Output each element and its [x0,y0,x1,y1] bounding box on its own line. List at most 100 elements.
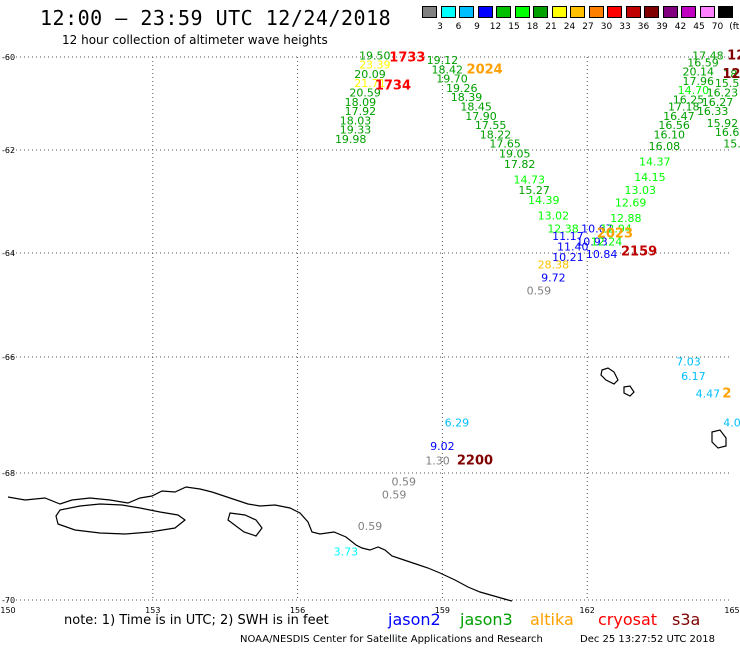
wave-height-value: 0.59 [392,476,417,489]
y-tick-label: -70 [2,596,15,605]
wave-height-value: 10.67 [581,222,613,235]
wave-height-value: 9.02 [430,440,455,453]
pass-time-label: 2024 [467,62,503,77]
x-tick-label: 156 [290,606,305,615]
pass-time-label: 2200 [457,453,493,468]
x-tick-label: 162 [580,606,595,615]
wave-height-value: 16.56 [658,119,690,132]
scale-swatch [625,6,641,18]
legend-sat-altika: altika [530,610,574,629]
scale-label: 21 [545,22,557,32]
scale-label: 15 [508,22,520,32]
wave-height-value: 16.59 [687,56,719,69]
wave-height-value: 14.73 [514,173,546,186]
wave-height-value: 17.55 [475,119,507,132]
y-tick-label: -68 [2,469,15,478]
wave-height-value: 12.38 [547,222,579,235]
wave-height-value: 10.93 [576,235,608,248]
scale-swatch [607,6,622,18]
scale-label: 3 [437,22,443,32]
wave-height-value: 20.14 [682,66,714,79]
wave-height-value: 17.96 [682,75,714,88]
page-subtitle: 12 hour collection of altimeter wave hei… [62,33,328,47]
wave-height-value: 18.42 [431,63,463,76]
island-small-2 [623,385,635,397]
wave-height-value: 0.59 [358,520,383,533]
wave-height-value: 18.09 [345,96,377,109]
wave-height-value: 19.50 [359,49,391,62]
wave-height-value: 28.38 [538,259,570,272]
scale-label: (ft) [729,22,740,32]
wave-height-value: 19.12 [427,54,459,67]
wave-height-value: 17.92 [345,105,377,118]
grid-lines [8,56,732,601]
wave-height-value: 0.59 [527,285,552,298]
island-small-1 [600,367,619,385]
wave-height-value: 16.23 [707,87,739,100]
wave-height-value: 15. [723,138,740,151]
wave-height-value: 19.98 [335,133,367,146]
wave-height-value: 16.27 [702,96,734,109]
page-title: 12:00 – 23:59 UTC 12/24/2018 [40,6,392,30]
wave-height-value: 19.70 [436,73,468,86]
wave-height-value: 17.18 [668,100,700,113]
scale-swatch [662,6,678,18]
island-east [227,512,263,537]
pass-time-labels: 1733 1734 2024 2023 2159 1208 1207 2200 2 [375,48,740,468]
wave-height-value: 18.03 [340,114,372,127]
wave-height-value: 7.03 [676,356,701,369]
pass-time-label: 1733 [389,51,425,66]
wave-height-value: 12.88 [610,212,642,225]
wave-height-value: 4.0 [723,417,740,430]
scale-swatch [459,6,474,18]
wave-height-value: 15.5 [715,77,740,90]
scale-label: 36 [637,22,650,32]
footer-credit: NOAA/NESDIS Center for Satellite Applica… [240,634,543,645]
scale-swatch [644,6,659,18]
y-tick-label: -66 [2,353,15,362]
wave-height-value: 6.29 [445,417,470,430]
y-tick-label: -60 [2,53,15,62]
wave-height-value: 11.17 [552,230,584,243]
x-tick-label: 153 [145,606,160,615]
wave-height-value: 17.90 [465,110,497,123]
tick-labels: 150 153 156 159 162 165 -60 -62 -64 -66 -68 -70 [0,53,739,615]
wave-height-value: 6.17 [681,370,706,383]
legend-sat-jason2: jason2 [388,610,441,629]
island-peninsula [55,503,186,535]
wave-height-value: 12.94 [600,222,632,235]
wave-height-value: 18.45 [460,100,492,113]
wave-height-value: 16.6 [715,126,740,139]
wave-height-value: 1.30 [425,454,450,467]
wave-height-value: 20.09 [354,68,386,81]
scale-swatch [514,6,530,18]
wave-height-value: 11.40 [557,240,589,253]
wave-height-value: 16.25 [673,94,705,107]
wave-height-value: 16.08 [649,140,681,153]
scale-label: 27 [582,22,594,32]
pass-time-label: 1208 [727,48,740,63]
wave-height-value: 14.15 [634,171,666,184]
scale-swatch [496,6,511,18]
wave-height-value: 13.02 [538,210,570,223]
scale-label: 39 [656,22,668,32]
pass-time-label: 2023 [597,227,633,242]
scale-label: 18 [526,22,539,32]
wave-height-value: 23.39 [359,59,391,72]
scale-swatch [588,6,604,18]
wave-height-value: 10.84 [586,248,618,261]
wave-height-value: 15.92 [707,117,739,130]
island-small-3 [711,429,727,449]
scale-swatch [477,6,493,18]
wave-height-value: 19.05 [499,148,531,161]
wave-height-value: 4.47 [696,388,721,401]
scale-label: 70 [711,22,724,32]
wave-height-value: 17.48 [692,49,724,62]
wave-height-value: 19.26 [446,82,478,95]
legend-sat-jason3: jason3 [460,610,513,629]
wave-height-value: 14.70 [678,84,710,97]
scale-label: 9 [474,22,480,32]
scale-label: 24 [563,22,576,32]
scale-swatch [533,6,548,18]
